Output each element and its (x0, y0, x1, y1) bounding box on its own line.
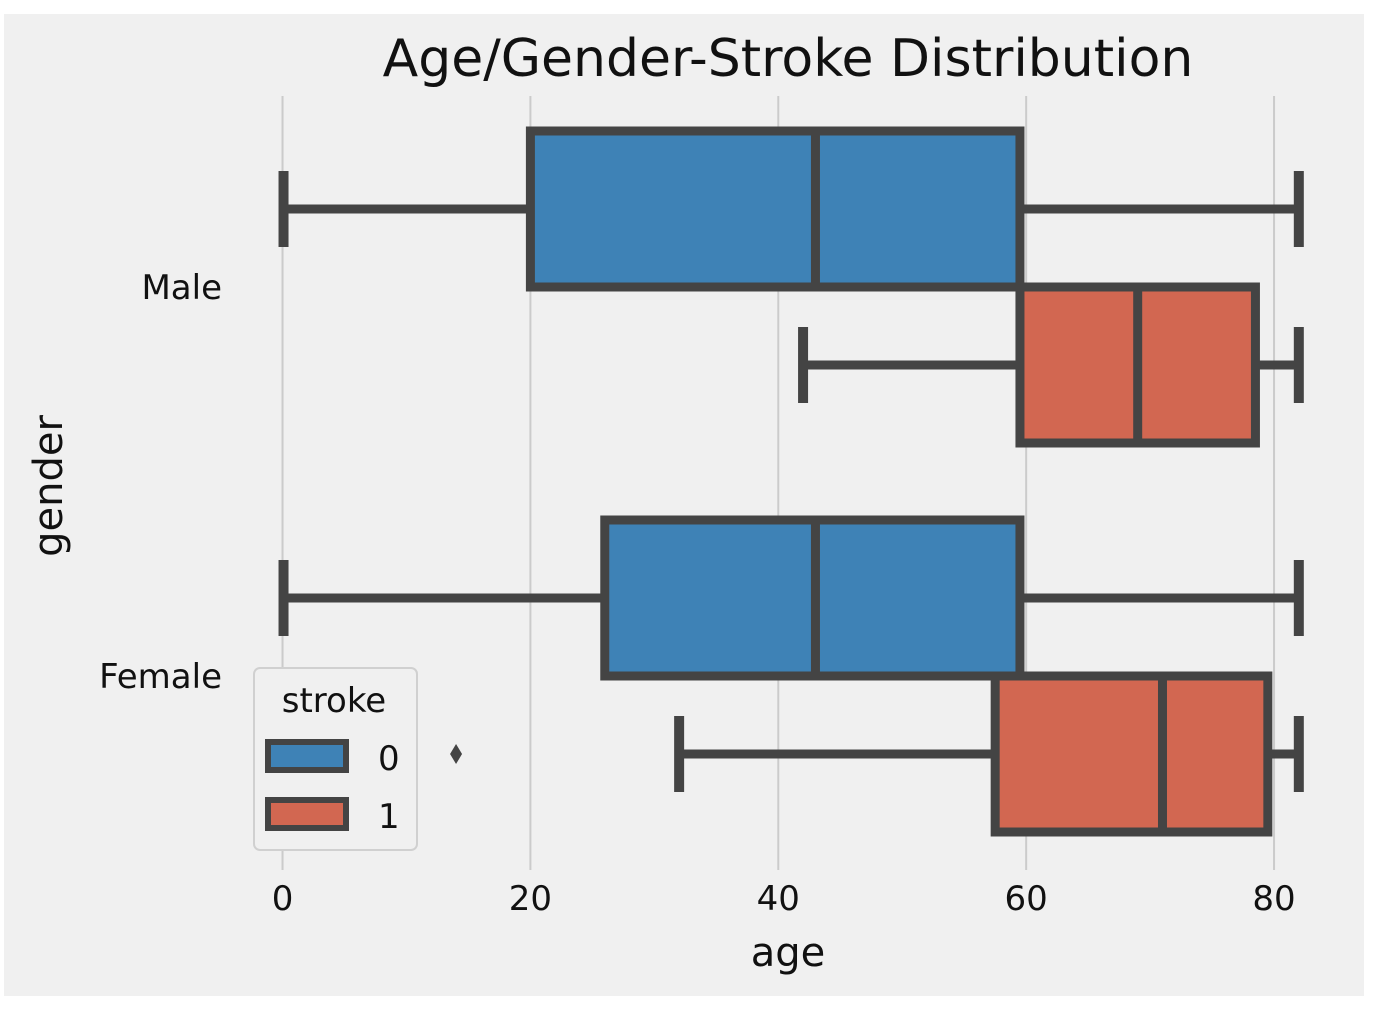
x-tick-label-20: 20 (509, 879, 552, 919)
box-group (278, 126, 1304, 837)
x-tick-label-0: 0 (272, 879, 294, 919)
box-male-stroke-0-body (525, 126, 1025, 292)
x-tick-label-60: 60 (1005, 879, 1048, 919)
x-tick-label-80: 80 (1252, 879, 1295, 919)
legend-label-stroke-0: 0 (378, 739, 400, 779)
chart-title: Age/Gender-Stroke Distribution (383, 29, 1194, 89)
box-female-stroke-0 (278, 515, 1304, 681)
box-male-stroke-1 (798, 282, 1304, 448)
y-tick-label-female: Female (99, 657, 222, 697)
legend-label-stroke-1: 1 (378, 797, 400, 837)
x-tick-labels: 0 20 40 60 80 (272, 879, 1296, 919)
legend-swatch-stroke-0 (265, 739, 349, 773)
y-tick-labels: Male Female (99, 268, 222, 697)
x-tick-label-40: 40 (757, 879, 800, 919)
legend: stroke 0 1 (253, 667, 418, 851)
legend-swatch-stroke-1 (265, 797, 349, 831)
box-female-stroke-1-outlier-0 (450, 744, 463, 764)
y-axis-label: gender (26, 415, 72, 557)
y-tick-label-male: Male (141, 268, 222, 308)
x-axis-label: age (751, 930, 826, 976)
box-female-stroke-1 (450, 671, 1304, 837)
box-female-stroke-1-body (990, 671, 1273, 837)
legend-title: stroke (282, 681, 386, 721)
box-male-stroke-0 (278, 126, 1304, 292)
